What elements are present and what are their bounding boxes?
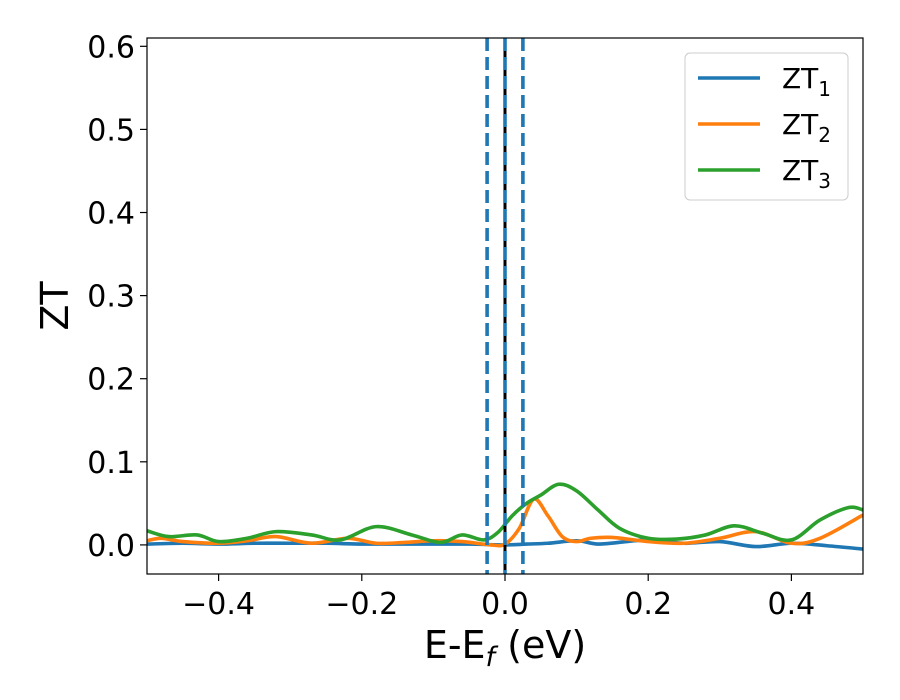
legend-label-main: ZT [782, 108, 819, 141]
y-tick-label: 0.0 [87, 529, 135, 564]
x-axis-label: E-Ef (eV) [424, 623, 586, 673]
series-line-zt3 [147, 482, 863, 545]
y-tick-label: 0.4 [87, 197, 135, 232]
y-axis-label: ZT [33, 281, 77, 331]
legend-label-sub: 2 [818, 123, 831, 147]
legend-label-zt2: ZT2 [782, 108, 831, 147]
series-line-zt1 [147, 538, 863, 551]
legend-label-main: ZT [782, 62, 819, 95]
x-tick-label: −0.4 [182, 587, 255, 622]
y-tick-label: 0.6 [87, 30, 135, 65]
legend-label-main: ZT [782, 154, 819, 187]
x-tick-label: −0.2 [325, 587, 398, 622]
x-axis-label-unit: (eV) [495, 623, 586, 667]
series-line-zt2 [147, 497, 863, 548]
x-tick-label: 0.2 [624, 587, 672, 622]
y-tick-label: 0.5 [87, 113, 135, 148]
y-tick-label: 0.2 [87, 363, 135, 398]
y-tick-label: 0.3 [87, 280, 135, 315]
legend-label-zt3: ZT3 [782, 154, 831, 193]
legend-label-sub: 1 [818, 77, 831, 101]
reference-lines [485, 38, 525, 574]
x-axis-label-main: E-E [424, 623, 486, 667]
legend-label-sub: 3 [818, 169, 831, 193]
legend-box [684, 52, 849, 201]
x-axis-ticks: −0.4 −0.2 0.0 0.2 0.4 [182, 574, 815, 622]
y-axis-ticks: 0.0 0.1 0.2 0.3 0.4 0.5 0.6 [87, 30, 147, 564]
y-tick-label: 0.1 [87, 446, 135, 481]
x-tick-label: 0.4 [768, 587, 816, 622]
series-lines [147, 482, 863, 551]
legend-label-zt1: ZT1 [782, 62, 831, 101]
x-tick-label: 0.0 [481, 587, 529, 622]
